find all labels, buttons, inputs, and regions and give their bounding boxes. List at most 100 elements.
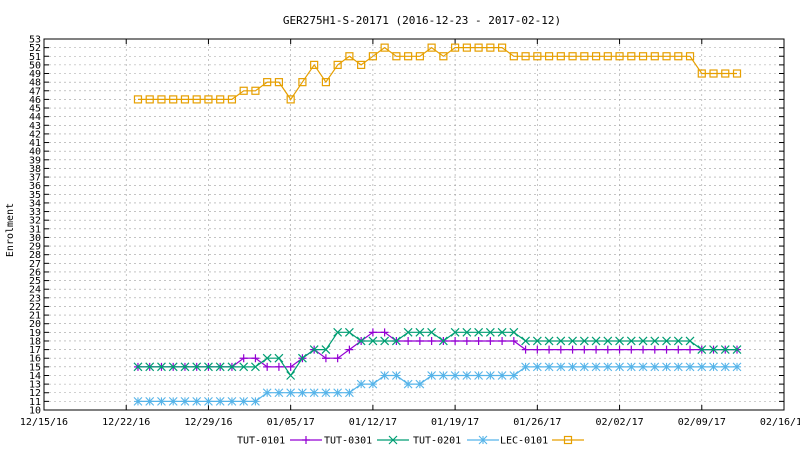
data-point-tut-0201 — [474, 371, 483, 380]
legend-label: TUT-0101 — [237, 436, 285, 447]
data-point-tut-0201 — [438, 371, 448, 380]
data-point-lec-0101 — [697, 69, 706, 78]
data-point-tut-0201 — [180, 396, 190, 406]
data-point-lec-0101 — [368, 52, 377, 61]
data-point-tut-0301 — [403, 327, 413, 337]
data-point-tut-0201 — [333, 388, 343, 398]
data-point-tut-0201 — [685, 362, 695, 372]
data-point-tut-0301 — [720, 345, 730, 355]
series-tut-0201 — [133, 362, 742, 406]
data-point-tut-0201 — [521, 362, 530, 372]
series-layer — [133, 43, 742, 406]
data-point-tut-0301 — [603, 336, 613, 346]
data-point-tut-0301 — [368, 336, 378, 346]
y-axis-label: Enrolment — [5, 203, 16, 257]
legend-label: LEC-0101 — [500, 436, 548, 447]
data-point-tut-0301 — [168, 362, 178, 372]
data-point-tut-0101 — [509, 336, 518, 345]
x-tick-label: 12/15/16 — [20, 417, 68, 428]
data-point-lec-0101 — [357, 60, 366, 69]
data-point-tut-0101 — [474, 336, 483, 345]
data-point-tut-0301 — [462, 327, 472, 337]
data-point-tut-0201 — [345, 388, 354, 398]
series-line-lec-0101 — [138, 46, 737, 101]
data-point-tut-0201 — [450, 371, 460, 380]
data-point-lec-0101 — [497, 43, 507, 52]
data-point-tut-0201 — [391, 371, 401, 380]
y-tick-label: 26 — [29, 267, 41, 278]
data-point-lec-0101 — [251, 86, 260, 95]
data-point-tut-0201 — [168, 396, 178, 406]
y-tick-label: 50 — [29, 60, 41, 71]
data-point-tut-0201 — [227, 396, 237, 406]
data-point-tut-0101 — [686, 345, 695, 354]
data-point-tut-0301 — [697, 345, 707, 355]
series-line-tut-0201 — [138, 366, 737, 402]
data-point-lec-0101 — [157, 95, 166, 104]
data-point-lec-0101 — [603, 52, 612, 61]
y-tick-label: 34 — [29, 198, 41, 209]
data-point-tut-0101 — [274, 362, 283, 371]
y-tick-label: 48 — [29, 78, 41, 89]
data-point-tut-0101 — [533, 345, 542, 354]
series-line-tut-0301 — [138, 331, 737, 377]
data-point-lec-0101 — [627, 52, 636, 61]
data-point-tut-0301 — [309, 345, 319, 355]
legend-marker-lec-0101 — [563, 435, 573, 445]
y-tick-label: 39 — [29, 155, 41, 166]
y-tick-label: 41 — [29, 138, 41, 149]
data-point-tut-0201 — [673, 362, 683, 372]
data-point-lec-0101 — [192, 95, 201, 104]
data-point-tut-0301 — [485, 327, 495, 337]
data-point-tut-0101 — [462, 336, 471, 345]
legend: TUT-0101 TUT-0301 TUT-0201 LEC-0101 — [237, 436, 584, 447]
y-tick-label: 12 — [29, 388, 41, 399]
data-point-tut-0101 — [380, 328, 389, 337]
data-point-lec-0101 — [274, 78, 284, 87]
data-point-tut-0201 — [709, 362, 718, 372]
data-point-lec-0101 — [216, 95, 225, 104]
data-point-tut-0201 — [157, 396, 166, 406]
data-point-tut-0301 — [638, 336, 648, 346]
data-point-tut-0301 — [438, 336, 448, 346]
data-point-lec-0101 — [486, 43, 495, 52]
data-point-tut-0301 — [497, 327, 507, 337]
y-tick-label: 44 — [29, 112, 41, 123]
data-point-tut-0201 — [544, 362, 554, 372]
data-point-tut-0101 — [415, 336, 424, 345]
data-point-tut-0301 — [239, 362, 249, 372]
data-point-tut-0301 — [145, 362, 155, 372]
data-point-tut-0301 — [227, 362, 237, 372]
data-point-tut-0201 — [532, 362, 542, 372]
data-point-tut-0201 — [638, 362, 648, 372]
data-point-lec-0101 — [474, 43, 483, 52]
data-point-tut-0101 — [251, 354, 260, 363]
x-tick-label: 02/09/17 — [678, 417, 726, 428]
data-point-lec-0101 — [721, 69, 730, 78]
y-tick-label: 22 — [29, 302, 41, 313]
data-point-tut-0301 — [450, 327, 460, 337]
data-point-tut-0301 — [133, 362, 143, 372]
y-tick-label: 23 — [29, 293, 41, 304]
data-point-tut-0101 — [286, 362, 295, 371]
data-point-lec-0101 — [392, 52, 401, 61]
legend-marker-tut-0101 — [302, 436, 310, 444]
legend-label: TUT-0201 — [413, 436, 461, 447]
data-point-lec-0101 — [380, 43, 389, 52]
data-point-tut-0201 — [274, 388, 284, 398]
data-point-lec-0101 — [145, 95, 154, 104]
data-point-lec-0101 — [263, 78, 272, 87]
data-point-tut-0201 — [579, 362, 589, 372]
data-point-lec-0101 — [415, 52, 424, 61]
legend-entry-tut-0301: TUT-0301 — [324, 436, 409, 447]
x-tick-label: 12/29/16 — [184, 417, 232, 428]
data-point-tut-0201 — [509, 371, 519, 380]
data-point-lec-0101 — [509, 52, 518, 61]
data-point-lec-0101 — [650, 52, 659, 61]
data-point-tut-0201 — [204, 396, 213, 406]
plot-frame — [43, 38, 785, 411]
data-point-tut-0301 — [732, 345, 742, 355]
data-point-tut-0101 — [498, 336, 507, 345]
data-point-tut-0101 — [556, 345, 565, 354]
data-point-tut-0301 — [344, 327, 354, 337]
